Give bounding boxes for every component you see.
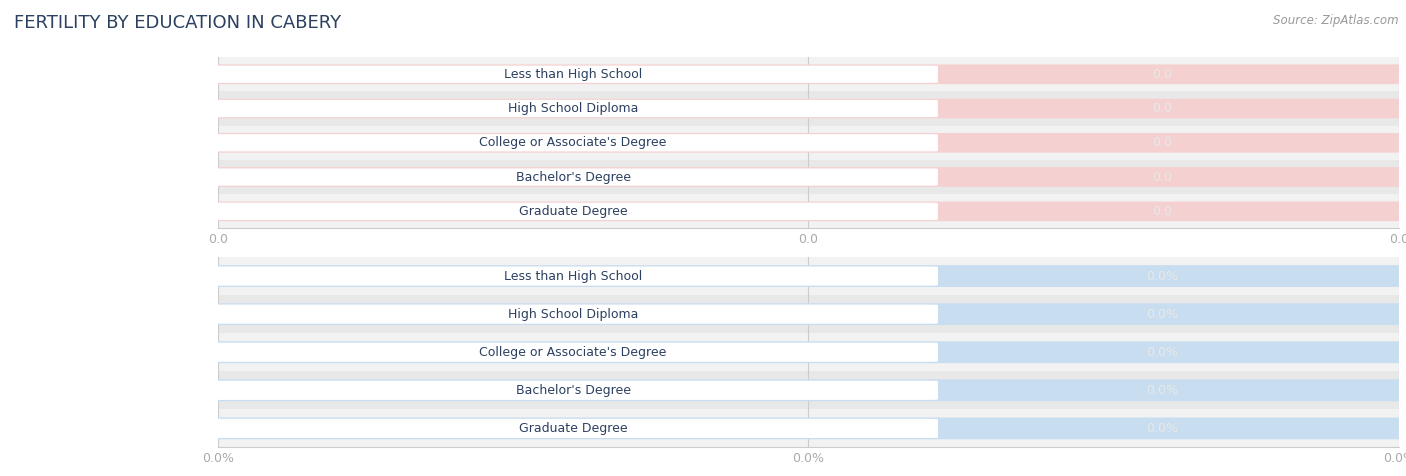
Text: 0.0: 0.0 bbox=[1153, 205, 1173, 218]
FancyBboxPatch shape bbox=[207, 201, 1406, 221]
Text: 0.0: 0.0 bbox=[1153, 170, 1173, 184]
FancyBboxPatch shape bbox=[207, 99, 1406, 119]
Text: 0.0%: 0.0% bbox=[1146, 346, 1178, 359]
Bar bbox=[218, 160, 1399, 194]
Bar bbox=[218, 371, 1399, 409]
FancyBboxPatch shape bbox=[208, 305, 938, 324]
FancyBboxPatch shape bbox=[208, 66, 938, 83]
FancyBboxPatch shape bbox=[207, 167, 1406, 187]
FancyBboxPatch shape bbox=[208, 203, 938, 220]
FancyBboxPatch shape bbox=[208, 100, 938, 117]
FancyBboxPatch shape bbox=[208, 381, 938, 400]
Text: High School Diploma: High School Diploma bbox=[508, 102, 638, 115]
FancyBboxPatch shape bbox=[208, 169, 938, 186]
Text: Less than High School: Less than High School bbox=[505, 68, 643, 81]
Text: 0.0%: 0.0% bbox=[1146, 422, 1178, 435]
FancyBboxPatch shape bbox=[207, 303, 1406, 325]
Text: 0.0: 0.0 bbox=[1153, 68, 1173, 81]
FancyBboxPatch shape bbox=[208, 134, 938, 151]
Text: 0.0: 0.0 bbox=[1153, 102, 1173, 115]
Text: College or Associate's Degree: College or Associate's Degree bbox=[479, 346, 666, 359]
Bar bbox=[218, 57, 1399, 91]
Text: Less than High School: Less than High School bbox=[505, 269, 643, 283]
FancyBboxPatch shape bbox=[207, 64, 1406, 84]
Text: Bachelor's Degree: Bachelor's Degree bbox=[516, 170, 631, 184]
Text: Graduate Degree: Graduate Degree bbox=[519, 205, 627, 218]
Text: High School Diploma: High School Diploma bbox=[508, 307, 638, 321]
FancyBboxPatch shape bbox=[208, 343, 938, 362]
Bar bbox=[218, 295, 1399, 333]
Text: College or Associate's Degree: College or Associate's Degree bbox=[479, 136, 666, 149]
Text: Source: ZipAtlas.com: Source: ZipAtlas.com bbox=[1274, 14, 1399, 27]
Bar bbox=[218, 333, 1399, 371]
Text: 0.0%: 0.0% bbox=[1146, 269, 1178, 283]
FancyBboxPatch shape bbox=[207, 417, 1406, 439]
Bar bbox=[218, 91, 1399, 126]
Bar bbox=[218, 126, 1399, 160]
Text: Graduate Degree: Graduate Degree bbox=[519, 422, 627, 435]
Text: Bachelor's Degree: Bachelor's Degree bbox=[516, 384, 631, 397]
FancyBboxPatch shape bbox=[208, 267, 938, 286]
Text: 0.0: 0.0 bbox=[1153, 136, 1173, 149]
Text: FERTILITY BY EDUCATION IN CABERY: FERTILITY BY EDUCATION IN CABERY bbox=[14, 14, 342, 32]
FancyBboxPatch shape bbox=[207, 341, 1406, 363]
Text: 0.0%: 0.0% bbox=[1146, 384, 1178, 397]
Bar bbox=[218, 194, 1399, 228]
FancyBboxPatch shape bbox=[207, 133, 1406, 153]
Bar bbox=[218, 257, 1399, 295]
Bar bbox=[218, 409, 1399, 447]
FancyBboxPatch shape bbox=[207, 265, 1406, 287]
FancyBboxPatch shape bbox=[208, 419, 938, 438]
FancyBboxPatch shape bbox=[207, 379, 1406, 401]
Text: 0.0%: 0.0% bbox=[1146, 307, 1178, 321]
